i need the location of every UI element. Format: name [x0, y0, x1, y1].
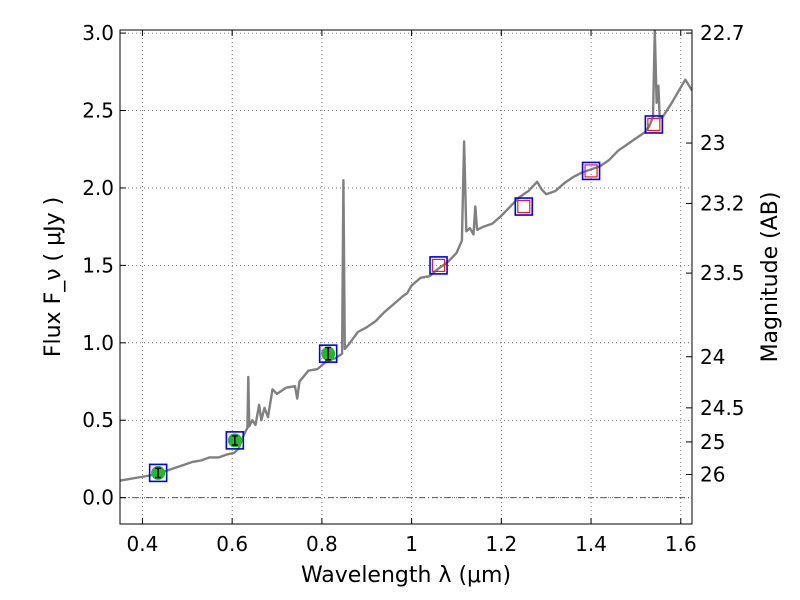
photometry-point	[514, 197, 534, 216]
model-inner-box	[647, 117, 661, 132]
x-tick-label: 1.2	[485, 532, 517, 556]
photometry-point	[581, 161, 601, 181]
spectrum	[120, 30, 692, 482]
x-tick-label: 1.6	[665, 532, 697, 556]
x-tick-label: 0.6	[216, 532, 248, 556]
model-box	[644, 115, 664, 134]
y-axis-label: Flux F_ν ( μJy )	[41, 197, 66, 357]
right-tick-label: 22.7	[700, 21, 745, 45]
y-tick-label: 1.0	[82, 331, 114, 355]
plot-frame	[119, 29, 693, 525]
x-tick-label: 0.4	[127, 532, 159, 556]
model-box	[148, 463, 168, 483]
right-tick-label: 23.2	[700, 191, 745, 215]
right-tick-label: 25	[700, 430, 725, 454]
right-tick-label: 23	[700, 131, 725, 155]
grid-lines	[120, 30, 692, 524]
y-tick-label: 3.0	[82, 21, 114, 45]
right-tick-label: 23.5	[700, 261, 745, 285]
model-box	[318, 344, 338, 363]
y-ticks: 0.0 0.5 1.0 1.5 2.0 2.5 3.0	[82, 21, 126, 510]
model-inner-box	[517, 199, 531, 214]
model-box	[225, 431, 245, 450]
x-tick-label: 1.4	[575, 532, 607, 556]
right-tick-label: 26	[700, 462, 725, 486]
x-ticks: 0.4 0.6 0.8 1 1.2 1.4 1.6	[127, 30, 697, 556]
photometry-points	[148, 115, 664, 483]
y-tick-label: 0.0	[82, 486, 114, 510]
photometry-point	[318, 344, 338, 363]
x-tick-label: 0.8	[306, 532, 338, 556]
model-box	[514, 197, 534, 216]
y-tick-label: 1.5	[82, 253, 114, 277]
model-box	[581, 161, 601, 181]
photometry-point	[225, 431, 245, 450]
y-tick-label: 2.0	[82, 176, 114, 200]
model-inner-box	[584, 164, 598, 178]
right-ticks: 22.7 23 23.2 23.5 24 24.5 25 26	[686, 21, 745, 486]
y-tick-label: 0.5	[82, 408, 114, 432]
model-inner-box	[431, 258, 446, 272]
spectrum-line	[120, 30, 692, 482]
photometry-point	[644, 115, 664, 134]
model-box	[429, 256, 448, 275]
right-tick-label: 24.5	[700, 396, 745, 420]
y-tick-label: 2.5	[82, 99, 114, 123]
right-tick-label: 24	[700, 345, 725, 369]
photometry-point	[148, 463, 168, 483]
x-tick-label: 1	[405, 532, 418, 556]
photometry-point	[429, 256, 448, 275]
y-right-axis-label: Magnitude (AB)	[758, 192, 783, 363]
x-axis-label: Wavelength λ (μm)	[301, 563, 511, 588]
